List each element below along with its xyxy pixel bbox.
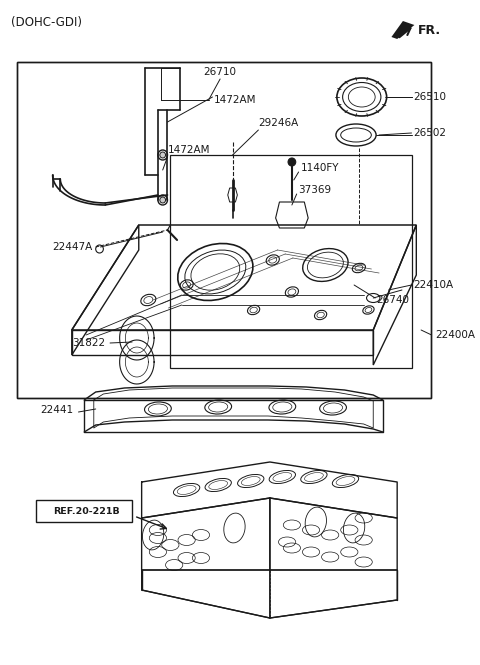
Text: 22400A: 22400A	[435, 330, 476, 340]
Bar	[170, 155, 411, 368]
Ellipse shape	[160, 152, 166, 158]
Text: 1472AM: 1472AM	[214, 95, 256, 105]
Text: 1140FY: 1140FY	[300, 163, 339, 173]
Text: 22410A: 22410A	[413, 280, 454, 290]
Text: 31822: 31822	[72, 338, 105, 348]
Text: FR.: FR.	[418, 23, 441, 37]
Bar	[17, 62, 431, 398]
Bar	[17, 62, 431, 398]
Ellipse shape	[288, 158, 296, 166]
Text: 22447A: 22447A	[53, 242, 93, 252]
Text: 26740: 26740	[376, 295, 409, 305]
Text: 26502: 26502	[413, 128, 446, 138]
Text: 26510: 26510	[413, 92, 446, 102]
Text: (DOHC-GDI): (DOHC-GDI)	[12, 15, 83, 29]
Text: REF.20-221B: REF.20-221B	[53, 507, 120, 515]
Text: 22441: 22441	[40, 405, 73, 415]
Ellipse shape	[160, 197, 166, 203]
Text: 26710: 26710	[203, 67, 236, 77]
FancyBboxPatch shape	[36, 500, 132, 522]
Text: 1472AM: 1472AM	[168, 145, 210, 155]
Text: 29246A: 29246A	[258, 118, 299, 128]
Text: 37369: 37369	[299, 185, 332, 195]
Polygon shape	[391, 21, 414, 39]
